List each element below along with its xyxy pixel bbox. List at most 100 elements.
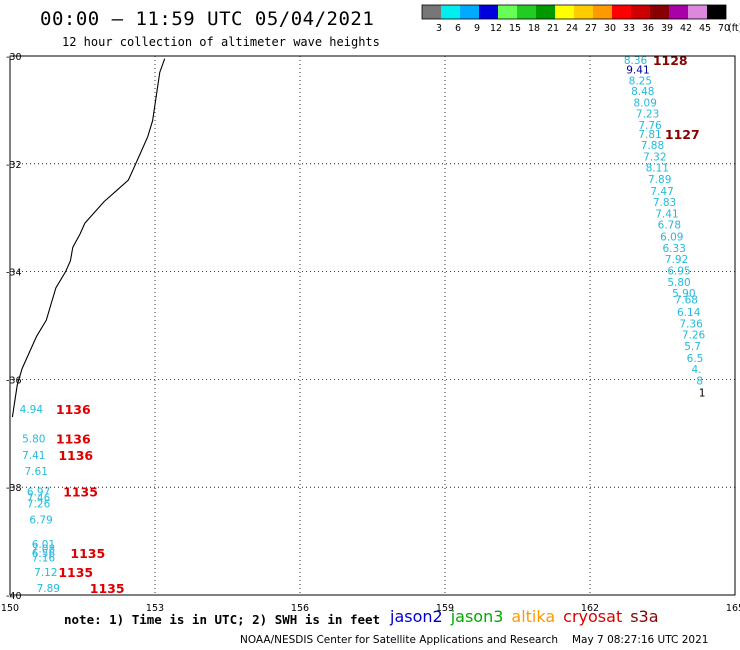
track-value-labels: 8.369.418.258.488.097.237.767.817.887.32… xyxy=(20,53,706,596)
wave-height-label: 6.5 xyxy=(687,353,704,365)
wave-height-label: 7.61 xyxy=(25,466,48,478)
wave-height-label: 6.79 xyxy=(29,515,52,527)
pass-time-label: 1135 xyxy=(63,485,98,500)
lon-tick-label: 165 xyxy=(726,603,740,614)
wave-height-label: 7.81 xyxy=(638,129,661,141)
colorbar-swatch xyxy=(688,5,707,19)
lat-tick-label: -38 xyxy=(6,483,22,494)
australia-coast xyxy=(11,58,166,418)
wave-height-label: 8.48 xyxy=(631,86,654,98)
lon-tick-label: 162 xyxy=(581,603,599,614)
colorbar-swatch xyxy=(517,5,536,19)
wave-height-label: 8.09 xyxy=(634,97,657,109)
generated-timestamp: May 7 08:27:16 UTC 2021 xyxy=(572,634,709,646)
colorbar-label: 24 xyxy=(566,23,578,34)
map-frame xyxy=(9,55,736,596)
pass-time-label: 1136 xyxy=(58,448,93,463)
colorbar-swatch xyxy=(536,5,555,19)
colorbar-swatch xyxy=(650,5,669,19)
satellite-legend-jason2: jason2 xyxy=(390,607,443,626)
wave-height-label: 7.41 xyxy=(22,450,45,462)
pass-time-label: 1136 xyxy=(56,402,91,417)
colorbar-swatch xyxy=(593,5,612,19)
lon-tick-label: 153 xyxy=(146,603,164,614)
wave-height-label: 6.95 xyxy=(667,266,690,278)
colorbar-swatch xyxy=(460,5,479,19)
lat-tick-label: -40 xyxy=(6,591,22,602)
colorbar-frame xyxy=(421,4,727,20)
colorbar-swatch xyxy=(669,5,688,19)
wave-height-label: 7.46 xyxy=(27,492,51,504)
wave-height-label: 7.88 xyxy=(641,140,664,152)
wave-height-label: 7.26 xyxy=(682,330,706,342)
wave-height-label: 7.89 xyxy=(37,583,60,595)
wave-height-label: 4. xyxy=(692,364,702,376)
colorbar-swatch xyxy=(574,5,593,19)
colorbar-label: 30 xyxy=(604,23,616,34)
wave-height-label: 7.08 xyxy=(32,544,55,556)
pass-time-label: 1127 xyxy=(665,127,700,142)
wave-height-label: 6.09 xyxy=(660,232,683,244)
wave-height-label: 7.68 xyxy=(675,295,698,307)
wave-height-label: 8.11 xyxy=(646,163,669,175)
wave-height-label: 6.56 xyxy=(32,548,56,560)
satellite-legend-altika: altika xyxy=(511,607,556,626)
map-subtitle: 12 hour collection of altimeter wave hei… xyxy=(62,35,380,49)
colorbar-swatch xyxy=(707,5,726,19)
colorbar-label: 12 xyxy=(490,23,502,34)
credit-line: NOAA/NESDIS Center for Satellite Applica… xyxy=(240,634,708,646)
wave-height-label: 7.92 xyxy=(665,254,688,266)
wave-height-label: 5.80 xyxy=(667,277,690,289)
wave-height-label: 7.32 xyxy=(643,151,666,163)
satellite-legend-s3a: s3a xyxy=(630,607,659,626)
colorbar-label: 33 xyxy=(623,23,635,34)
lon-tick-label: 150 xyxy=(1,603,19,614)
axis-tick-labels: 150 153 156 159 162 165 -30 -32 -34 -36 -38 -40 xyxy=(1,52,740,614)
wave-height-label: 8.25 xyxy=(629,75,652,87)
satellite-legend-cryosat: cryosat xyxy=(563,607,623,626)
colorbar-label: 18 xyxy=(528,23,540,34)
wave-height-label: 5.80 xyxy=(22,434,45,446)
wave-height-label: 7.41 xyxy=(655,208,678,220)
wave-height-label: 4.94 xyxy=(20,404,44,416)
wave-height-label: 7.47 xyxy=(650,186,673,198)
pass-time-label: 1128 xyxy=(653,53,688,68)
wave-height-label: 6.33 xyxy=(663,243,686,255)
wave-height-label: 6.97 xyxy=(27,487,50,499)
colorbar-label: 45 xyxy=(699,23,711,34)
pass-time-label: 1135 xyxy=(90,581,125,596)
wave-height-label: 7.36 xyxy=(679,318,703,330)
wave-height-label: 7.83 xyxy=(653,197,676,209)
colorbar-label: 3 xyxy=(436,23,442,34)
colorbar-label: 39 xyxy=(661,23,673,34)
colorbar-label: 21 xyxy=(547,23,559,34)
satellite-legend-jason3: jason3 xyxy=(450,607,504,626)
footer-note: note: 1) Time is in UTC; 2) SWH is in fe… xyxy=(64,612,381,627)
wave-height-label: 5.7 xyxy=(684,341,701,353)
lat-tick-label: -32 xyxy=(6,160,22,171)
coastline xyxy=(11,58,166,418)
wave-height-label: 7.23 xyxy=(636,109,659,121)
colorbar-swatch xyxy=(555,5,574,19)
wave-height-label: 7.26 xyxy=(27,498,51,510)
lat-tick-label: -36 xyxy=(6,375,22,386)
colorbar-label: 36 xyxy=(642,23,654,34)
pass-time-label: 1135 xyxy=(58,565,93,580)
wave-height-label: 7.76 xyxy=(638,120,662,132)
lon-tick-label: 156 xyxy=(291,603,309,614)
pass-time-label: 1135 xyxy=(70,546,105,561)
colorbar-label: 70 xyxy=(718,23,730,34)
colorbar-swatch xyxy=(612,5,631,19)
lon-tick-label: 159 xyxy=(436,603,454,614)
colorbar-swatch xyxy=(479,5,498,19)
pass-time-label: 1136 xyxy=(56,432,91,447)
satellite-legend: jason2 jason3 altika cryosat s3a xyxy=(390,607,667,626)
wave-height-label: 7.12 xyxy=(34,567,57,579)
wave-height-label: 7.16 xyxy=(32,552,56,564)
wave-height-label: 8 xyxy=(696,375,703,387)
wave-height-label: 7.89 xyxy=(648,174,671,186)
colorbar-label: 27 xyxy=(585,23,597,34)
lat-tick-label: -30 xyxy=(6,52,22,63)
